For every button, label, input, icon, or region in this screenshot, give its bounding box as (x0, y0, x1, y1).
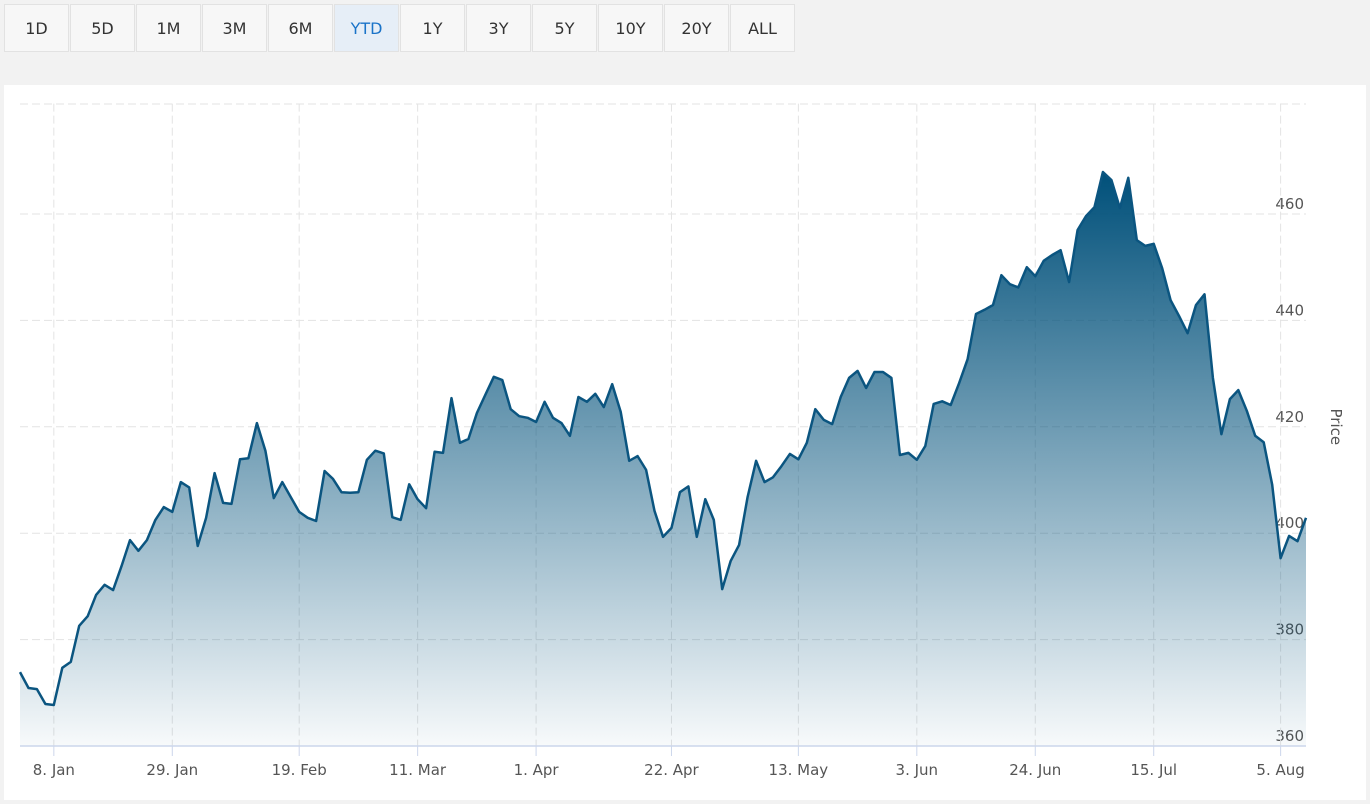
range-button[interactable]: 3M (202, 4, 267, 52)
x-tick-label: 15. Jul (1130, 761, 1177, 779)
x-tick-label: 13. May (769, 761, 829, 779)
range-selector: 1D 5D 1M 3M 6M YTD 1Y 3Y 5Y 10Y 20Y ALL (4, 4, 796, 54)
price-line (18, 170, 1308, 707)
range-button[interactable]: 20Y (664, 4, 729, 52)
y-tick-label: 420 (1275, 408, 1304, 426)
x-tick-label: 3. Jun (896, 761, 939, 779)
x-tick-label: 22. Apr (644, 761, 699, 779)
x-tick-label: 11. Mar (389, 761, 447, 779)
x-tick-label: 19. Feb (272, 761, 327, 779)
range-button[interactable]: 1Y (400, 4, 465, 52)
range-button[interactable]: 5Y (532, 4, 597, 52)
range-button[interactable]: 5D (70, 4, 135, 52)
area-fill (20, 172, 1306, 746)
y-tick-label: 440 (1275, 301, 1304, 319)
range-button[interactable]: YTD (334, 4, 399, 52)
range-button[interactable]: 1M (136, 4, 201, 52)
range-button[interactable]: 1D (4, 4, 69, 52)
y-tick-label: 400 (1275, 514, 1304, 532)
x-tick-label: 8. Jan (33, 761, 75, 779)
y-tick-label: 460 (1275, 195, 1304, 213)
x-tick-label: 1. Apr (514, 761, 560, 779)
range-button[interactable]: 6M (268, 4, 333, 52)
range-button[interactable]: ALL (730, 4, 795, 52)
y-axis-label: Price (1327, 409, 1345, 446)
range-button[interactable]: 3Y (466, 4, 531, 52)
x-tick-label: 24. Jun (1009, 761, 1061, 779)
x-tick-label: 5. Aug (1256, 761, 1304, 779)
range-button[interactable]: 10Y (598, 4, 663, 52)
x-tick-label: 29. Jan (146, 761, 198, 779)
